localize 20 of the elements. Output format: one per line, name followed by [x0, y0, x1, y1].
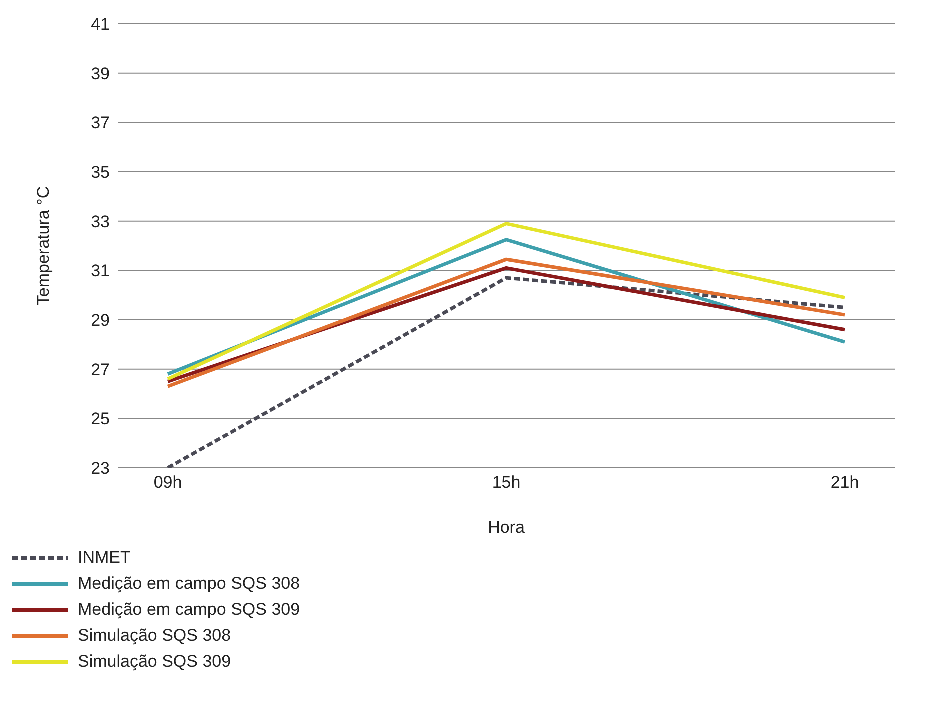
y-tick-label: 23	[91, 459, 110, 478]
x-axis-title: Hora	[488, 518, 526, 537]
y-tick-label: 41	[91, 15, 110, 34]
y-tick-label: 35	[91, 163, 110, 182]
legend-label: Simulação SQS 309	[78, 652, 232, 672]
y-tick-label: 25	[91, 410, 110, 429]
y-tick-label: 33	[91, 212, 110, 232]
legend-label: Medição em campo SQS 308	[78, 574, 300, 594]
x-tick-label: 09h	[154, 473, 182, 492]
y-axis-title: Temperatura °C	[34, 186, 54, 306]
x-tick-label: 21h	[830, 473, 860, 492]
y-tick-label: 27	[91, 360, 110, 380]
y-tick-label: 29	[91, 311, 110, 330]
y-tick-label: 37	[91, 114, 110, 133]
legend-label: Simulação SQS 308	[78, 626, 232, 646]
legend-label: Medição em campo SQS 309	[78, 600, 300, 620]
y-tick-label: 39	[91, 64, 110, 84]
y-tick-label: 31	[91, 262, 110, 281]
x-tick-label: 15h	[492, 473, 521, 492]
legend-label: INMET	[78, 548, 131, 568]
